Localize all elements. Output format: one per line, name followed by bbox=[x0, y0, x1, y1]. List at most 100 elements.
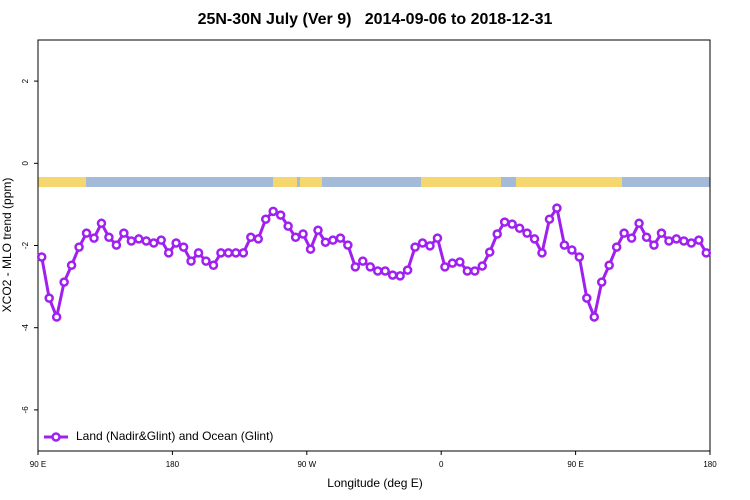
data-point bbox=[253, 234, 264, 244]
land-band bbox=[421, 177, 501, 187]
data-point bbox=[365, 262, 376, 272]
data-point bbox=[671, 234, 682, 244]
data-point bbox=[425, 241, 435, 251]
data-point bbox=[529, 234, 540, 244]
surface-strip bbox=[38, 177, 710, 187]
data-point bbox=[171, 238, 181, 248]
data-point bbox=[141, 236, 152, 246]
data-point bbox=[119, 228, 129, 238]
data-point bbox=[223, 248, 234, 258]
y-tick-label: -2 bbox=[21, 241, 30, 249]
data-point bbox=[268, 206, 278, 217]
data-point bbox=[402, 265, 413, 275]
data-point bbox=[410, 242, 420, 252]
data-point bbox=[216, 248, 226, 258]
data-point bbox=[238, 248, 249, 258]
data-point bbox=[522, 228, 532, 238]
data-point bbox=[305, 244, 316, 254]
data-point bbox=[148, 238, 159, 248]
data-point bbox=[462, 266, 473, 276]
land-band bbox=[516, 177, 622, 187]
land-band bbox=[273, 177, 297, 187]
y-tick-label: -6 bbox=[21, 406, 30, 414]
data-point bbox=[246, 232, 256, 243]
data-point bbox=[507, 219, 517, 229]
data-point bbox=[134, 234, 144, 244]
data-point bbox=[544, 214, 555, 224]
data-point bbox=[104, 232, 114, 243]
x-tick-label: 90 W bbox=[297, 460, 316, 469]
data-point bbox=[328, 235, 338, 245]
data-point bbox=[641, 232, 652, 243]
ocean-band bbox=[38, 177, 710, 187]
data-point bbox=[350, 262, 361, 272]
data-point bbox=[208, 260, 219, 270]
x-axis-label: Longitude (deg E) bbox=[327, 476, 422, 490]
data-point bbox=[89, 233, 99, 243]
data-point bbox=[447, 258, 458, 268]
data-point bbox=[484, 247, 495, 257]
data-point bbox=[283, 221, 293, 231]
data-point bbox=[313, 225, 323, 236]
land-band bbox=[38, 177, 86, 187]
data-point bbox=[178, 242, 189, 252]
data-point bbox=[163, 248, 174, 258]
data-point bbox=[201, 256, 211, 266]
y-tick-label: 0 bbox=[21, 161, 30, 166]
data-point bbox=[582, 293, 592, 303]
data-point bbox=[567, 245, 577, 255]
data-point bbox=[559, 240, 570, 250]
data-point bbox=[387, 270, 398, 280]
x-tick-label: 180 bbox=[703, 460, 717, 469]
data-point bbox=[66, 260, 77, 270]
data-point bbox=[36, 252, 47, 262]
x-tick-label: 90 E bbox=[30, 460, 46, 469]
data-point bbox=[537, 248, 547, 258]
data-point bbox=[596, 277, 607, 287]
data-point bbox=[74, 242, 84, 252]
data-point bbox=[470, 266, 480, 276]
data-point bbox=[574, 252, 585, 262]
data-point bbox=[59, 277, 69, 287]
data-point bbox=[626, 233, 637, 243]
data-point bbox=[126, 236, 137, 246]
x-tick-label: 90 E bbox=[567, 460, 583, 469]
data-point bbox=[320, 237, 331, 247]
data-point bbox=[343, 240, 353, 250]
data-point bbox=[380, 266, 390, 276]
data-point bbox=[656, 228, 667, 238]
chart-title: 25N-30N July (Ver 9) 2014-09-06 to 2018-… bbox=[198, 11, 553, 28]
data-point bbox=[455, 257, 465, 267]
data-point bbox=[156, 235, 166, 245]
data-point bbox=[417, 238, 428, 248]
data-point bbox=[395, 271, 405, 281]
data-point bbox=[298, 229, 308, 239]
y-tick-label: -4 bbox=[21, 324, 30, 332]
data-point bbox=[275, 210, 286, 220]
data-point bbox=[231, 248, 241, 258]
data-point bbox=[686, 238, 697, 248]
data-point bbox=[44, 293, 54, 303]
data-point bbox=[694, 235, 704, 245]
data-point bbox=[260, 214, 271, 224]
data-point bbox=[358, 256, 368, 266]
data-point bbox=[679, 236, 689, 246]
data-point bbox=[589, 312, 600, 322]
data-point bbox=[432, 233, 443, 243]
data-point bbox=[552, 203, 562, 213]
data-point bbox=[440, 262, 450, 272]
data-point bbox=[477, 261, 488, 271]
x-tick-label: 0 bbox=[439, 460, 444, 469]
data-point bbox=[664, 236, 674, 246]
data-point bbox=[701, 248, 712, 258]
y-axis-label: XCO2 - MLO trend (ppm) bbox=[0, 178, 14, 313]
data-point bbox=[492, 229, 502, 239]
legend-marker bbox=[51, 432, 61, 442]
land-band bbox=[300, 177, 322, 187]
data-point bbox=[514, 223, 525, 233]
data-point bbox=[649, 240, 659, 250]
data-point bbox=[499, 217, 510, 227]
data-point bbox=[604, 260, 614, 270]
data-point bbox=[51, 312, 62, 322]
